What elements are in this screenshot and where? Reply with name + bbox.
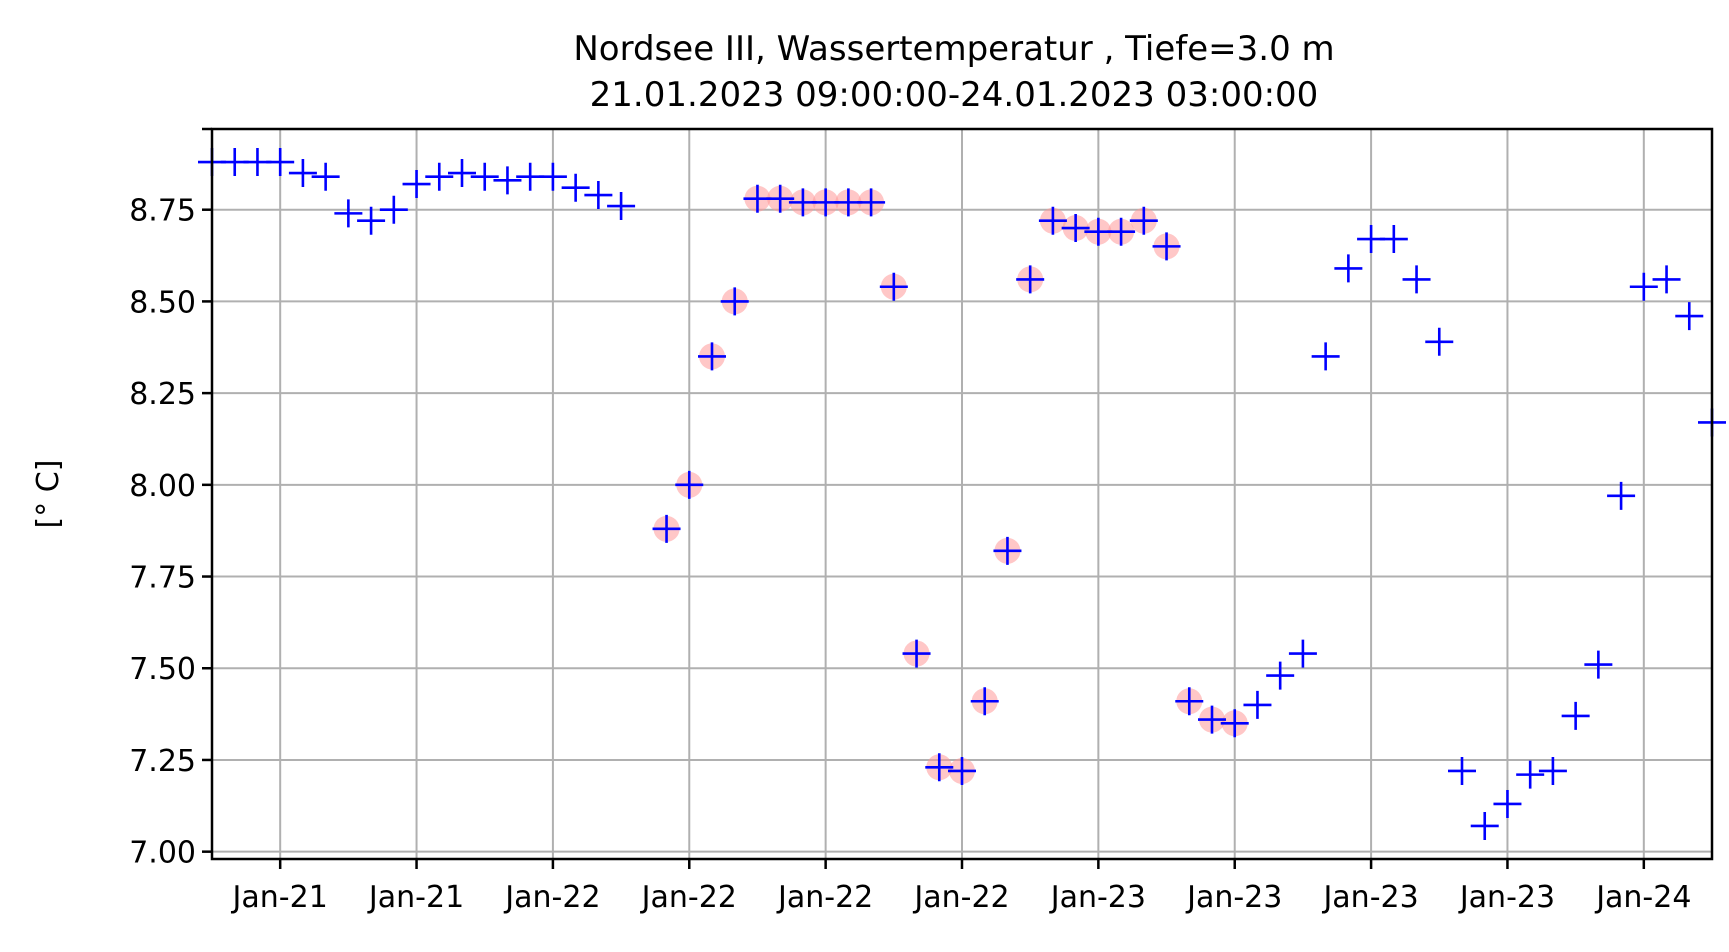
data-point (1152, 232, 1181, 261)
y-tick-label: 8.75 (129, 194, 196, 229)
x-tick-label: Jan-21 (231, 880, 328, 915)
data-point (948, 756, 976, 785)
data-point (607, 192, 636, 221)
data-point (448, 159, 476, 188)
data-points (198, 148, 1726, 840)
data-point (584, 181, 613, 210)
data-point (379, 195, 408, 224)
data-point (970, 687, 999, 716)
data-point (1379, 225, 1408, 254)
x-tick-label: Jan-23 (1185, 880, 1282, 915)
chart-subtitle: 21.01.2023 09:00:00-24.01.2023 03:00:00 (590, 75, 1319, 115)
data-point (1538, 756, 1567, 785)
data-point (493, 166, 522, 195)
data-point (1016, 265, 1045, 294)
x-tick-label: Jan-22 (640, 880, 737, 915)
y-axis-label: [° C] (31, 460, 66, 529)
data-point (698, 342, 726, 371)
y-tick-label: 8.25 (129, 377, 196, 412)
data-point (902, 639, 931, 668)
data-point (1607, 481, 1636, 510)
data-point (538, 162, 567, 191)
data-point (1311, 342, 1340, 371)
data-point (1675, 302, 1704, 331)
data-point (1493, 789, 1522, 818)
x-axis: Jan-21 Jan-21 Jan-22 Jan-22 Jan-22 Jan-22 Jan-… (231, 859, 1691, 915)
data-point (1288, 639, 1317, 668)
data-point (1516, 760, 1545, 789)
x-tick-label: Jan-22 (503, 880, 600, 915)
data-point (1402, 265, 1431, 294)
data-point (470, 162, 499, 191)
data-point (311, 162, 340, 191)
data-point (1470, 811, 1499, 840)
data-point (425, 162, 454, 191)
data-point (357, 206, 386, 235)
data-point (1425, 327, 1454, 356)
data-point (925, 753, 954, 782)
y-tick-label: 7.75 (129, 561, 196, 596)
x-tick-label: Jan-22 (912, 880, 1009, 915)
y-tick-label: 7.25 (129, 744, 196, 779)
data-point (879, 272, 908, 301)
x-tick-label: Jan-23 (1458, 880, 1555, 915)
data-point (402, 170, 431, 199)
data-point (1061, 214, 1090, 243)
data-point (1198, 705, 1226, 734)
flag-markers (653, 185, 1248, 784)
data-point (1561, 701, 1590, 730)
data-point (1334, 254, 1363, 283)
chart-title: Nordsee III, Wassertemperatur , Tiefe=3.… (573, 29, 1334, 69)
y-tick-label: 7.00 (129, 836, 196, 871)
data-point (1220, 709, 1249, 738)
data-point (1107, 217, 1136, 246)
data-point (857, 188, 886, 217)
data-point (561, 173, 590, 202)
x-tick-label: Jan-23 (1049, 880, 1146, 915)
x-tick-label: Jan-24 (1594, 880, 1691, 915)
data-point (993, 536, 1022, 565)
data-point (1448, 756, 1476, 785)
data-point (652, 514, 681, 543)
y-axis: 7.00 7.25 7.50 7.75 8.00 8.25 8.50 8.75 (129, 127, 212, 871)
data-point (1038, 206, 1067, 235)
y-tick-label: 7.50 (129, 652, 196, 687)
data-point (334, 199, 363, 228)
x-tick-label: Jan-21 (367, 880, 464, 915)
grid (212, 129, 1712, 859)
data-point (766, 184, 795, 213)
data-point (1584, 650, 1613, 679)
data-point (675, 470, 704, 499)
data-point (266, 148, 295, 177)
data-point (1652, 265, 1681, 294)
data-point (1175, 687, 1204, 716)
data-point (1266, 661, 1295, 690)
data-point (720, 287, 749, 316)
data-point (1243, 690, 1272, 719)
data-point (288, 159, 317, 188)
data-point (1129, 206, 1158, 235)
x-tick-label: Jan-22 (776, 880, 873, 915)
y-tick-label: 8.50 (129, 285, 196, 320)
y-tick-label: 8.00 (129, 469, 196, 504)
data-point (1629, 272, 1658, 301)
x-tick-label: Jan-23 (1321, 880, 1418, 915)
